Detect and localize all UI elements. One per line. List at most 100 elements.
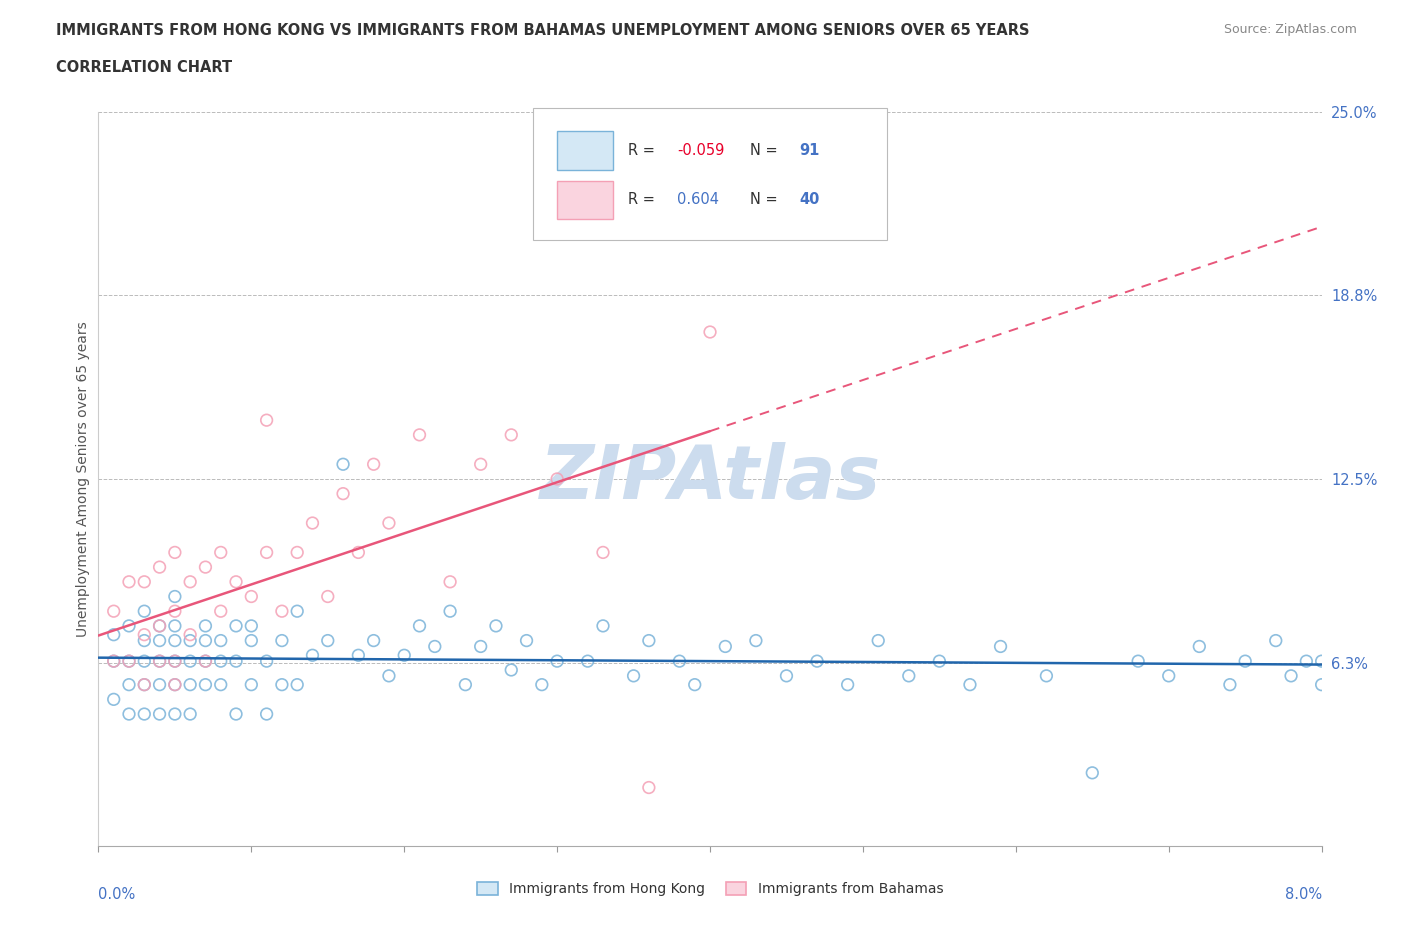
Text: IMMIGRANTS FROM HONG KONG VS IMMIGRANTS FROM BAHAMAS UNEMPLOYMENT AMONG SENIORS : IMMIGRANTS FROM HONG KONG VS IMMIGRANTS … — [56, 23, 1029, 38]
Point — [256, 654, 278, 669]
Point — [194, 654, 217, 669]
Point — [103, 654, 125, 669]
Text: N =: N = — [751, 193, 783, 207]
Point — [163, 677, 186, 692]
Point — [163, 604, 186, 618]
Point — [501, 662, 523, 677]
Point — [990, 639, 1012, 654]
Point — [209, 654, 232, 669]
Point — [209, 545, 232, 560]
Point — [714, 639, 737, 654]
Point — [392, 648, 416, 663]
Point — [134, 677, 156, 692]
Point — [118, 707, 141, 722]
Point — [1157, 669, 1180, 684]
Point — [683, 677, 706, 692]
Point — [378, 669, 401, 684]
Point — [668, 654, 690, 669]
Point — [316, 589, 339, 604]
Point — [270, 677, 294, 692]
Point — [134, 707, 156, 722]
Point — [1219, 677, 1241, 692]
FancyBboxPatch shape — [557, 131, 613, 169]
Point — [699, 325, 721, 339]
Point — [240, 633, 263, 648]
Point — [118, 677, 141, 692]
Point — [347, 648, 370, 663]
Text: 8.0%: 8.0% — [1285, 886, 1322, 902]
Point — [134, 575, 156, 590]
Point — [270, 633, 294, 648]
Text: 0.0%: 0.0% — [98, 886, 135, 902]
Text: 0.604: 0.604 — [678, 193, 718, 207]
Point — [225, 618, 247, 633]
Point — [149, 618, 172, 633]
Point — [163, 589, 186, 604]
Point — [285, 545, 308, 560]
Point — [1264, 633, 1286, 648]
Text: 91: 91 — [800, 143, 820, 158]
Point — [408, 618, 430, 633]
Point — [194, 560, 217, 575]
Point — [134, 677, 156, 692]
Point — [163, 633, 186, 648]
Point — [1310, 654, 1333, 669]
Point — [163, 545, 186, 560]
Point — [179, 575, 201, 590]
Point — [546, 472, 568, 486]
Point — [530, 677, 553, 692]
Point — [194, 633, 217, 648]
Point — [592, 545, 614, 560]
Point — [637, 633, 661, 648]
Point — [179, 627, 201, 642]
Text: -0.059: -0.059 — [678, 143, 724, 158]
Point — [1128, 654, 1150, 669]
Point — [118, 618, 141, 633]
Point — [225, 654, 247, 669]
Legend: Immigrants from Hong Kong, Immigrants from Bahamas: Immigrants from Hong Kong, Immigrants fr… — [471, 877, 949, 902]
Point — [225, 575, 247, 590]
Point — [149, 654, 172, 669]
Point — [285, 604, 308, 618]
Point — [179, 654, 201, 669]
FancyBboxPatch shape — [557, 180, 613, 219]
Point — [1035, 669, 1057, 684]
Point — [163, 654, 186, 669]
Point — [149, 707, 172, 722]
Text: R =: R = — [628, 193, 659, 207]
Point — [470, 639, 492, 654]
Point — [240, 677, 263, 692]
Point — [194, 677, 217, 692]
Point — [470, 457, 492, 472]
Point — [454, 677, 477, 692]
Point — [408, 428, 430, 443]
Point — [163, 654, 186, 669]
Text: 40: 40 — [800, 193, 820, 207]
Point — [194, 618, 217, 633]
Point — [837, 677, 859, 692]
Point — [240, 589, 263, 604]
Point — [897, 669, 920, 684]
Point — [179, 633, 201, 648]
Point — [378, 515, 401, 530]
Point — [637, 780, 661, 795]
Point — [301, 648, 323, 663]
Point — [576, 654, 599, 669]
Point — [592, 618, 614, 633]
Text: Source: ZipAtlas.com: Source: ZipAtlas.com — [1223, 23, 1357, 36]
Point — [225, 707, 247, 722]
Point — [179, 707, 201, 722]
Point — [256, 413, 278, 428]
Point — [209, 677, 232, 692]
Point — [163, 677, 186, 692]
Point — [240, 618, 263, 633]
Point — [149, 677, 172, 692]
Point — [194, 654, 217, 669]
Point — [103, 654, 125, 669]
Point — [103, 692, 125, 707]
Point — [134, 654, 156, 669]
Point — [209, 633, 232, 648]
Point — [149, 654, 172, 669]
Point — [134, 604, 156, 618]
Point — [270, 604, 294, 618]
